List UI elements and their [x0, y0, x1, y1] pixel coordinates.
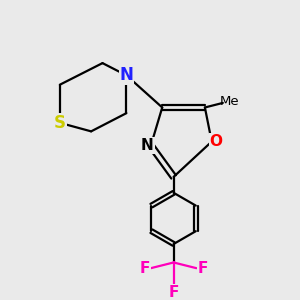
Text: F: F: [197, 261, 208, 276]
Text: O: O: [209, 134, 223, 149]
Text: F: F: [140, 261, 150, 276]
Text: F: F: [168, 285, 179, 300]
Text: N: N: [141, 138, 154, 153]
Text: N: N: [119, 66, 133, 84]
Text: Me: Me: [219, 95, 239, 108]
Text: S: S: [54, 114, 66, 132]
